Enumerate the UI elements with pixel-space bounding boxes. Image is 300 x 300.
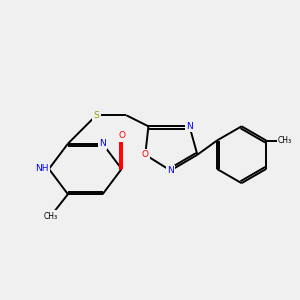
Text: S: S <box>93 111 99 120</box>
Text: NH: NH <box>35 164 49 173</box>
Text: O: O <box>118 131 125 140</box>
Text: N: N <box>167 166 174 175</box>
Text: O: O <box>142 150 149 159</box>
Text: N: N <box>99 139 106 148</box>
Text: CH₃: CH₃ <box>44 212 58 221</box>
Text: N: N <box>186 122 193 131</box>
Text: CH₃: CH₃ <box>278 136 292 145</box>
